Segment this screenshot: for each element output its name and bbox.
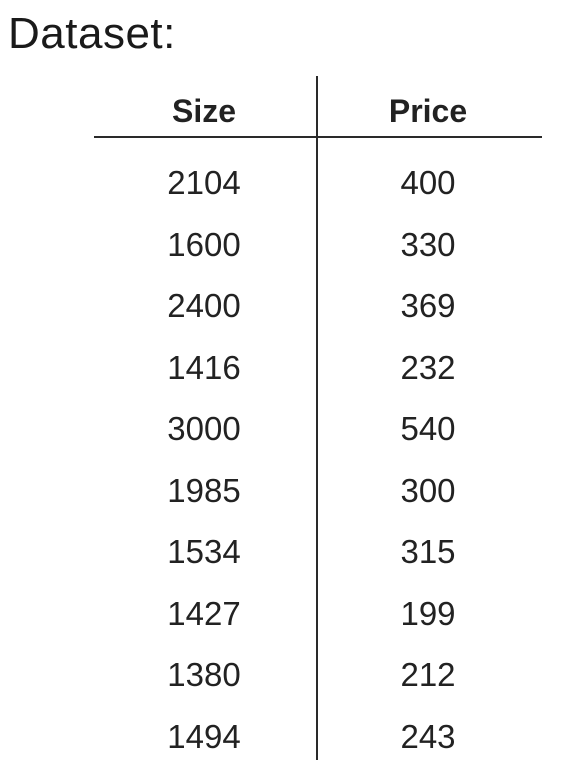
- column-divider: [316, 76, 318, 760]
- table-cell: 400: [358, 152, 498, 214]
- table-cell: 540: [358, 398, 498, 460]
- table-cell: 232: [358, 337, 498, 399]
- table-cell: 1427: [134, 583, 274, 645]
- table-cell: 1380: [134, 644, 274, 706]
- page-title: Dataset:: [8, 8, 176, 60]
- table-cell: 1416: [134, 337, 274, 399]
- column-header-price: Price: [358, 76, 498, 136]
- column-header-size: Size: [134, 76, 274, 136]
- header-divider: [94, 136, 542, 138]
- table-cell: 243: [358, 706, 498, 767]
- table-cell: 300: [358, 460, 498, 522]
- table-cell: 3000: [134, 398, 274, 460]
- table-cell: 1985: [134, 460, 274, 522]
- price-column: Price 400 330 369 232 540 300 315 199 21…: [358, 76, 498, 136]
- table-cell: 212: [358, 644, 498, 706]
- table-cell: 2400: [134, 275, 274, 337]
- table-cell: 1494: [134, 706, 274, 767]
- table-cell: 2104: [134, 152, 274, 214]
- table-cell: 1600: [134, 214, 274, 276]
- table-cell: 369: [358, 275, 498, 337]
- table-cell: 199: [358, 583, 498, 645]
- table-cell: 330: [358, 214, 498, 276]
- table-cell: 315: [358, 521, 498, 583]
- data-table: Size 2104 1600 2400 1416 3000 1985 1534 …: [94, 76, 542, 760]
- table-cell: 1534: [134, 521, 274, 583]
- size-column: Size 2104 1600 2400 1416 3000 1985 1534 …: [134, 76, 274, 136]
